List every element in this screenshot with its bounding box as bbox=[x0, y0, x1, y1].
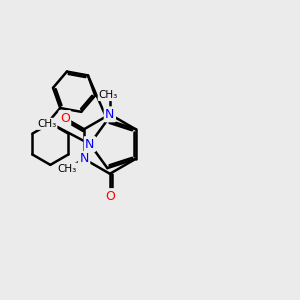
Text: N: N bbox=[85, 138, 94, 151]
Text: CH₃: CH₃ bbox=[58, 164, 77, 174]
Text: O: O bbox=[105, 190, 115, 202]
Text: N: N bbox=[80, 152, 89, 165]
Text: CH₃: CH₃ bbox=[99, 90, 118, 100]
Text: N: N bbox=[105, 108, 115, 121]
Text: O: O bbox=[60, 112, 70, 124]
Text: CH₃: CH₃ bbox=[37, 119, 56, 129]
